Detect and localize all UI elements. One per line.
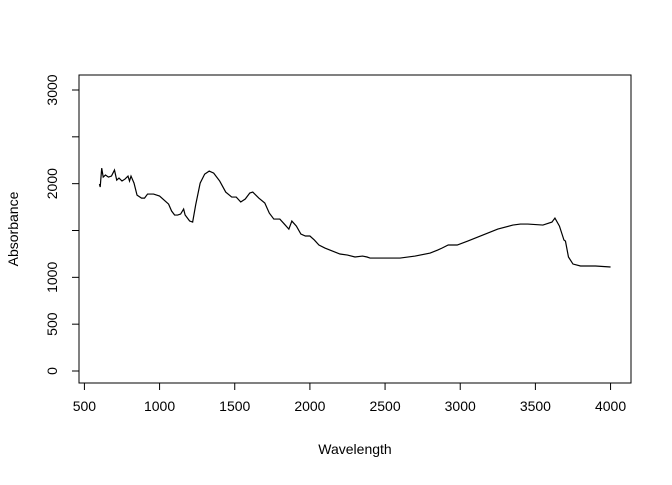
x-axis-label: Wavelength — [318, 441, 391, 457]
x-tick-label: 4000 — [595, 398, 626, 414]
x-tick-label: 1000 — [144, 398, 175, 414]
y-tick-label: 1000 — [44, 262, 60, 293]
y-tick-label: 0 — [44, 367, 60, 375]
x-tick-label: 3000 — [445, 398, 476, 414]
data-line — [98, 168, 611, 268]
x-tick-label: 1500 — [219, 398, 250, 414]
x-tick-label: 3500 — [520, 398, 551, 414]
x-tick-label: 2500 — [369, 398, 400, 414]
y-tick-label: 500 — [44, 312, 60, 336]
x-tick-label: 2000 — [294, 398, 325, 414]
plot-frame — [78, 74, 632, 384]
x-tick-label: 500 — [73, 398, 97, 414]
y-axis-label: Absorbance — [5, 191, 21, 266]
y-tick-label: 2000 — [44, 168, 60, 199]
y-tick-label: 3000 — [44, 74, 60, 105]
